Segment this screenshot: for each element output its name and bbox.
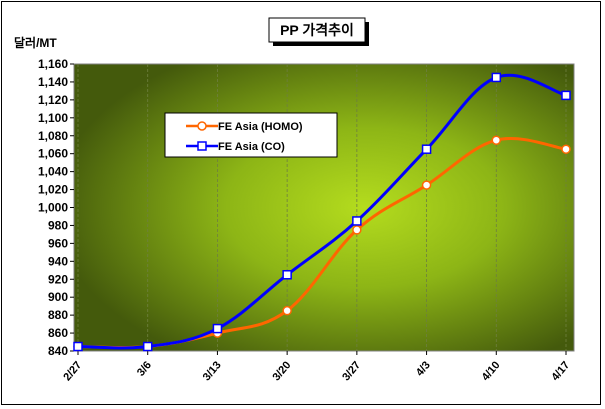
y-tick-label-9: 1,020 bbox=[38, 183, 68, 197]
y-tick-label-6: 960 bbox=[48, 236, 68, 250]
y-tick-label-16: 1,160 bbox=[38, 57, 68, 71]
series-0-point-6 bbox=[491, 135, 502, 145]
y-tick-label-7: 980 bbox=[48, 218, 68, 232]
legend-box bbox=[164, 112, 338, 158]
y-tick-label-4: 920 bbox=[48, 272, 68, 286]
series-layer bbox=[73, 72, 571, 352]
y-tick-label-5: 940 bbox=[48, 254, 68, 268]
series-1-point-0 bbox=[73, 341, 83, 352]
legend-marker-co bbox=[197, 141, 207, 151]
title-box bbox=[268, 17, 366, 43]
y-tick-label-0: 840 bbox=[48, 344, 68, 358]
y-tick-label-15: 1,140 bbox=[38, 75, 68, 89]
series-1-point-5 bbox=[421, 144, 432, 154]
x-tick-label-4: 3/27 bbox=[340, 359, 363, 383]
y-tick-label-10: 1,040 bbox=[38, 165, 68, 179]
x-tick-label-3: 3/20 bbox=[270, 359, 293, 383]
x-tick-label-5: 4/3 bbox=[414, 359, 433, 378]
legend-label-co: FE Asia (CO) bbox=[218, 141, 285, 153]
series-0-point-5 bbox=[421, 180, 432, 190]
y-tick-label-3: 900 bbox=[48, 290, 68, 304]
y-tick-label-13: 1,100 bbox=[38, 111, 68, 125]
legend-marker-homo bbox=[197, 121, 207, 131]
series-1-point-7 bbox=[561, 90, 571, 101]
y-tick-label-8: 1,000 bbox=[38, 201, 68, 215]
x-tick-label-7: 4/17 bbox=[549, 359, 572, 383]
x-tick-label-1: 3/6 bbox=[135, 359, 154, 378]
y-tick-label-1: 860 bbox=[48, 326, 68, 340]
gridlines bbox=[77, 64, 567, 351]
series-1-point-2 bbox=[212, 323, 223, 334]
x-tick-label-2: 3/13 bbox=[201, 359, 224, 383]
series-0-point-4 bbox=[352, 225, 362, 235]
series-1-point-4 bbox=[352, 216, 362, 226]
y-tick-label-2: 880 bbox=[48, 308, 68, 322]
plot-area bbox=[73, 63, 575, 352]
series-line-1 bbox=[77, 73, 567, 350]
y-axis-label: 달러/MT bbox=[14, 35, 57, 50]
x-axis-ticks: 2/27 3/6 3/13 3/20 3/27 4/3 4/10 4/17 bbox=[61, 351, 572, 383]
legend-label-homo: FE Asia (HOMO) bbox=[218, 121, 303, 133]
legend: FE Asia (HOMO) FE Asia (CO) bbox=[164, 112, 338, 158]
x-tick-label-6: 4/10 bbox=[480, 359, 503, 383]
y-tick-label-14: 1,120 bbox=[38, 93, 68, 107]
chart-title: PP 가격추이 bbox=[280, 22, 354, 38]
series-0-point-7 bbox=[561, 144, 571, 154]
series-1-point-6 bbox=[491, 72, 502, 83]
series-1-point-1 bbox=[142, 341, 153, 352]
series-0-point-3 bbox=[282, 305, 292, 316]
y-axis-ticks: 840 860 880 900 920 940 960 980 1,000 1,020 1,040 1… bbox=[38, 57, 74, 358]
series-1-point-3 bbox=[282, 270, 292, 280]
y-tick-label-11: 1,060 bbox=[38, 147, 68, 161]
x-tick-label-0: 2/27 bbox=[61, 359, 84, 383]
y-tick-label-12: 1,080 bbox=[38, 129, 68, 143]
